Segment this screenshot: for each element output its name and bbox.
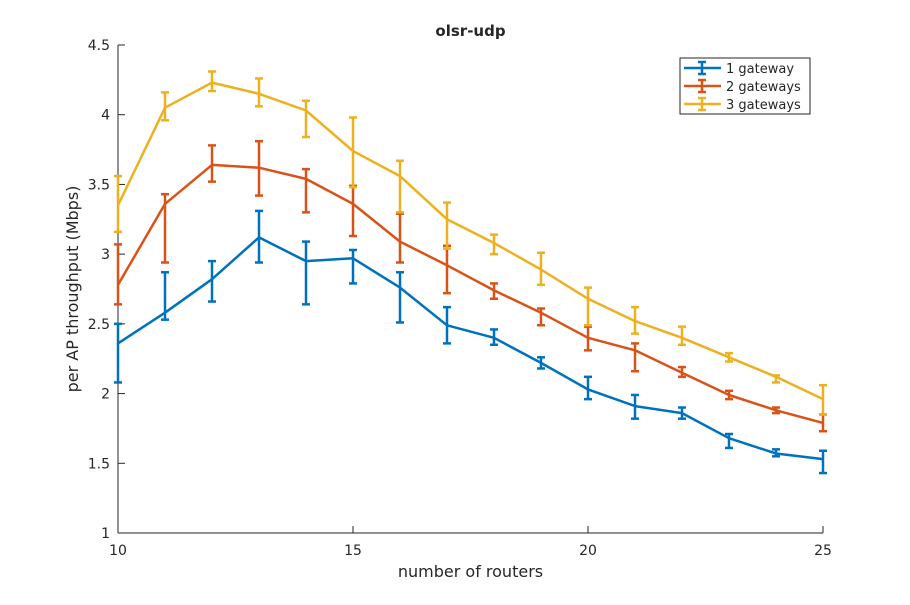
error-bar: [396, 212, 404, 264]
y-axis: 1 1.5 2 2.5 3 3.5 4 4.5: [88, 38, 125, 542]
y-tick-label: 3: [101, 247, 110, 263]
legend-item: 3 gateways: [684, 96, 801, 113]
error-bar: [725, 389, 733, 401]
series-line: [116, 81, 824, 401]
legend-label: 1 gateway: [726, 62, 794, 77]
y-tick-label: 2.5: [88, 317, 110, 333]
legend: 1 gateway 2 gateways 3 gateways: [679, 57, 811, 115]
error-bar: [255, 209, 263, 264]
x-tick-label: 15: [344, 543, 362, 559]
y-tick-label: 3.5: [88, 177, 110, 193]
error-bar: [772, 448, 780, 458]
error-bar: [114, 243, 122, 306]
series-1: [114, 209, 827, 475]
error-bar: [255, 139, 263, 197]
error-bar: [302, 99, 310, 139]
error-bar: [819, 449, 827, 475]
error-bar: [208, 259, 216, 303]
series-layer: [114, 70, 827, 475]
error-bar: [396, 271, 404, 324]
x-tick-label: 10: [109, 543, 127, 559]
error-bar: [772, 406, 780, 415]
x-axis-label: number of routers: [398, 562, 543, 581]
error-bar: [443, 201, 451, 250]
error-bar: [537, 251, 545, 287]
error-bar: [161, 271, 169, 321]
series-3: [114, 70, 827, 416]
y-tick-label: 4: [101, 108, 110, 124]
legend-label: 2 gateways: [726, 80, 801, 95]
x-tick-label: 20: [579, 543, 597, 559]
y-tick-label: 4.5: [88, 38, 110, 54]
error-bar: [631, 305, 639, 335]
error-bar: [725, 432, 733, 450]
plot-background: [118, 45, 823, 533]
y-tick-label: 2: [101, 387, 110, 403]
x-axis: 10 15 20 25: [109, 526, 832, 559]
error-bar: [255, 77, 263, 108]
error-bar: [302, 240, 310, 306]
error-bar: [725, 351, 733, 363]
legend-item: 2 gateways: [684, 78, 801, 95]
error-bar: [208, 144, 216, 183]
error-bar: [537, 307, 545, 327]
error-bar: [678, 325, 686, 347]
error-bar: [443, 305, 451, 345]
error-bar: [678, 406, 686, 420]
y-tick-label: 1.5: [88, 456, 110, 472]
y-tick-label: 1: [101, 526, 110, 542]
error-bar: [490, 328, 498, 347]
error-bar: [208, 70, 216, 93]
error-bar: [537, 356, 545, 370]
error-bar: [161, 192, 169, 264]
error-bar: [584, 375, 592, 401]
x-tick-label: 25: [814, 543, 832, 559]
error-bar: [302, 167, 310, 214]
legend-label: 3 gateways: [726, 98, 801, 113]
chart-title: olsr-udp: [435, 22, 505, 40]
error-bar: [349, 248, 357, 285]
error-bar: [772, 374, 780, 384]
error-bar: [584, 286, 592, 327]
series-line: [117, 236, 824, 461]
error-bar: [490, 233, 498, 256]
error-bar: [490, 282, 498, 301]
error-bar: [631, 393, 639, 420]
error-bar: [819, 383, 827, 416]
error-bar: [631, 342, 639, 373]
error-bar: [161, 91, 169, 122]
plot-area: [117, 45, 823, 534]
y-axis-label: per AP throughput (Mbps): [63, 186, 82, 393]
error-bar: [349, 116, 357, 189]
error-bar: [396, 159, 404, 214]
error-bar: [584, 325, 592, 352]
error-bar: [114, 174, 122, 234]
legend-item: 1 gateway: [684, 60, 794, 77]
error-bar: [678, 365, 686, 379]
series-line: [116, 163, 824, 425]
series-2: [114, 139, 827, 433]
error-bar: [114, 322, 122, 384]
